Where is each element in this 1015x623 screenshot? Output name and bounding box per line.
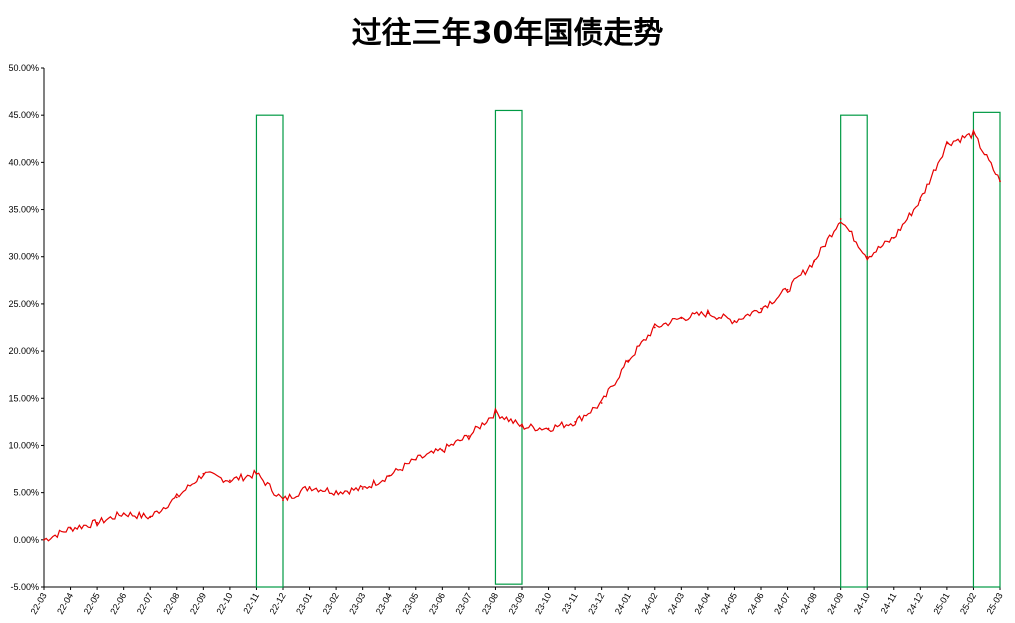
x-axis: 22-03 22-04 22-05 22-06 22-07 22-08 22-09 22-10… bbox=[29, 586, 1005, 616]
data-point bbox=[494, 411, 497, 414]
data-point bbox=[43, 538, 45, 541]
data-point bbox=[202, 472, 205, 475]
x-tick-label: 22-04 bbox=[55, 591, 75, 616]
x-tick-label: 24-06 bbox=[746, 591, 766, 616]
data-point bbox=[706, 312, 709, 315]
x-tick-label: 22-06 bbox=[108, 591, 128, 616]
y-tick-label: 35.00% bbox=[8, 205, 39, 215]
y-tick-label: -5.00% bbox=[10, 582, 39, 592]
data-point bbox=[282, 499, 284, 502]
data-point bbox=[547, 427, 550, 430]
x-tick-label: 24-09 bbox=[825, 591, 845, 616]
series-line bbox=[43, 128, 1001, 542]
x-tick-label: 23-01 bbox=[294, 591, 314, 616]
highlight-box bbox=[255, 114, 284, 588]
data-point bbox=[175, 496, 178, 499]
x-tick-label: 25-03 bbox=[985, 591, 1005, 616]
y-axis: -5.00% 0.00% 5.00% 10.00% 15.00% 20.00% 25.00%… bbox=[8, 63, 45, 592]
x-tick-label: 23-05 bbox=[400, 591, 420, 616]
highlight-box bbox=[840, 114, 868, 588]
data-point bbox=[122, 512, 125, 515]
x-tick-label: 22-11 bbox=[241, 591, 261, 615]
x-tick-label: 25-02 bbox=[958, 591, 978, 616]
data-point bbox=[919, 199, 922, 202]
y-tick-label: 30.00% bbox=[8, 252, 39, 262]
data-point bbox=[441, 449, 444, 452]
highlight-box bbox=[972, 111, 1001, 588]
x-tick-label: 23-10 bbox=[533, 591, 553, 616]
x-tick-label: 24-02 bbox=[639, 591, 659, 616]
data-point bbox=[813, 260, 816, 263]
data-point bbox=[653, 326, 656, 329]
x-tick-label: 23-02 bbox=[321, 591, 341, 616]
x-tick-label: 22-03 bbox=[29, 591, 49, 616]
chart-title: 过往三年30年国债走势 bbox=[351, 16, 664, 51]
y-tick-label: 50.00% bbox=[8, 63, 39, 73]
data-point bbox=[96, 521, 99, 524]
y-tick-label: 45.00% bbox=[8, 110, 39, 120]
data-point bbox=[149, 516, 152, 519]
x-tick-label: 23-12 bbox=[586, 591, 606, 616]
x-tick-label: 24-01 bbox=[613, 591, 633, 616]
y-tick-label: 40.00% bbox=[8, 157, 39, 167]
data-point bbox=[839, 218, 842, 220]
data-point bbox=[228, 479, 231, 482]
x-tick-label: 24-08 bbox=[799, 591, 819, 616]
data-point bbox=[574, 420, 577, 423]
x-tick-label: 23-04 bbox=[374, 591, 394, 616]
data-point bbox=[760, 307, 762, 310]
y-tick-label: 15.00% bbox=[8, 393, 39, 403]
data-point bbox=[414, 458, 417, 461]
x-tick-label: 23-09 bbox=[507, 591, 527, 616]
x-tick-label: 25-01 bbox=[931, 591, 951, 616]
y-tick-label: 20.00% bbox=[8, 346, 39, 356]
highlight-box bbox=[494, 109, 523, 585]
y-tick-label: 25.00% bbox=[8, 299, 39, 309]
data-point bbox=[521, 425, 523, 428]
x-tick-label: 23-08 bbox=[480, 591, 500, 616]
x-tick-label: 24-05 bbox=[719, 591, 739, 616]
x-tick-label: 23-11 bbox=[560, 591, 580, 615]
x-tick-label: 22-07 bbox=[135, 591, 155, 616]
data-point bbox=[680, 317, 683, 319]
data-point bbox=[733, 319, 736, 322]
data-point bbox=[388, 474, 391, 477]
x-tick-label: 22-05 bbox=[82, 591, 102, 616]
x-tick-label: 24-07 bbox=[772, 591, 792, 616]
data-point bbox=[786, 288, 789, 291]
data-point bbox=[972, 133, 975, 135]
x-tick-label: 22-10 bbox=[214, 591, 234, 616]
x-tick-label: 24-10 bbox=[852, 591, 872, 616]
x-tick-label: 24-03 bbox=[666, 591, 686, 616]
x-tick-label: 23-07 bbox=[453, 591, 473, 616]
y-tick-label: 10.00% bbox=[8, 440, 39, 450]
data-point bbox=[361, 487, 364, 490]
data-point bbox=[892, 236, 895, 239]
x-tick-label: 24-04 bbox=[692, 591, 712, 616]
data-point bbox=[467, 435, 470, 437]
data-point bbox=[866, 255, 869, 258]
x-tick-label: 22-08 bbox=[161, 591, 181, 616]
x-tick-label: 24-12 bbox=[905, 591, 925, 616]
data-point bbox=[308, 486, 311, 488]
data-point bbox=[335, 490, 338, 493]
x-tick-label: 23-06 bbox=[427, 591, 447, 616]
data-point bbox=[600, 402, 603, 404]
data-point bbox=[255, 472, 258, 475]
x-tick-label: 22-12 bbox=[268, 591, 288, 616]
y-tick-label: 5.00% bbox=[13, 488, 39, 498]
data-point bbox=[69, 527, 72, 530]
highlight-boxes bbox=[255, 109, 1001, 588]
x-tick-label: 22-09 bbox=[188, 591, 208, 616]
series-layer bbox=[43, 128, 1001, 542]
data-point bbox=[945, 142, 948, 145]
data-point bbox=[999, 180, 1001, 183]
y-tick-label: 0.00% bbox=[13, 535, 39, 545]
x-tick-label: 24-11 bbox=[879, 591, 899, 615]
data-point bbox=[627, 359, 630, 362]
x-tick-label: 23-03 bbox=[347, 591, 367, 616]
